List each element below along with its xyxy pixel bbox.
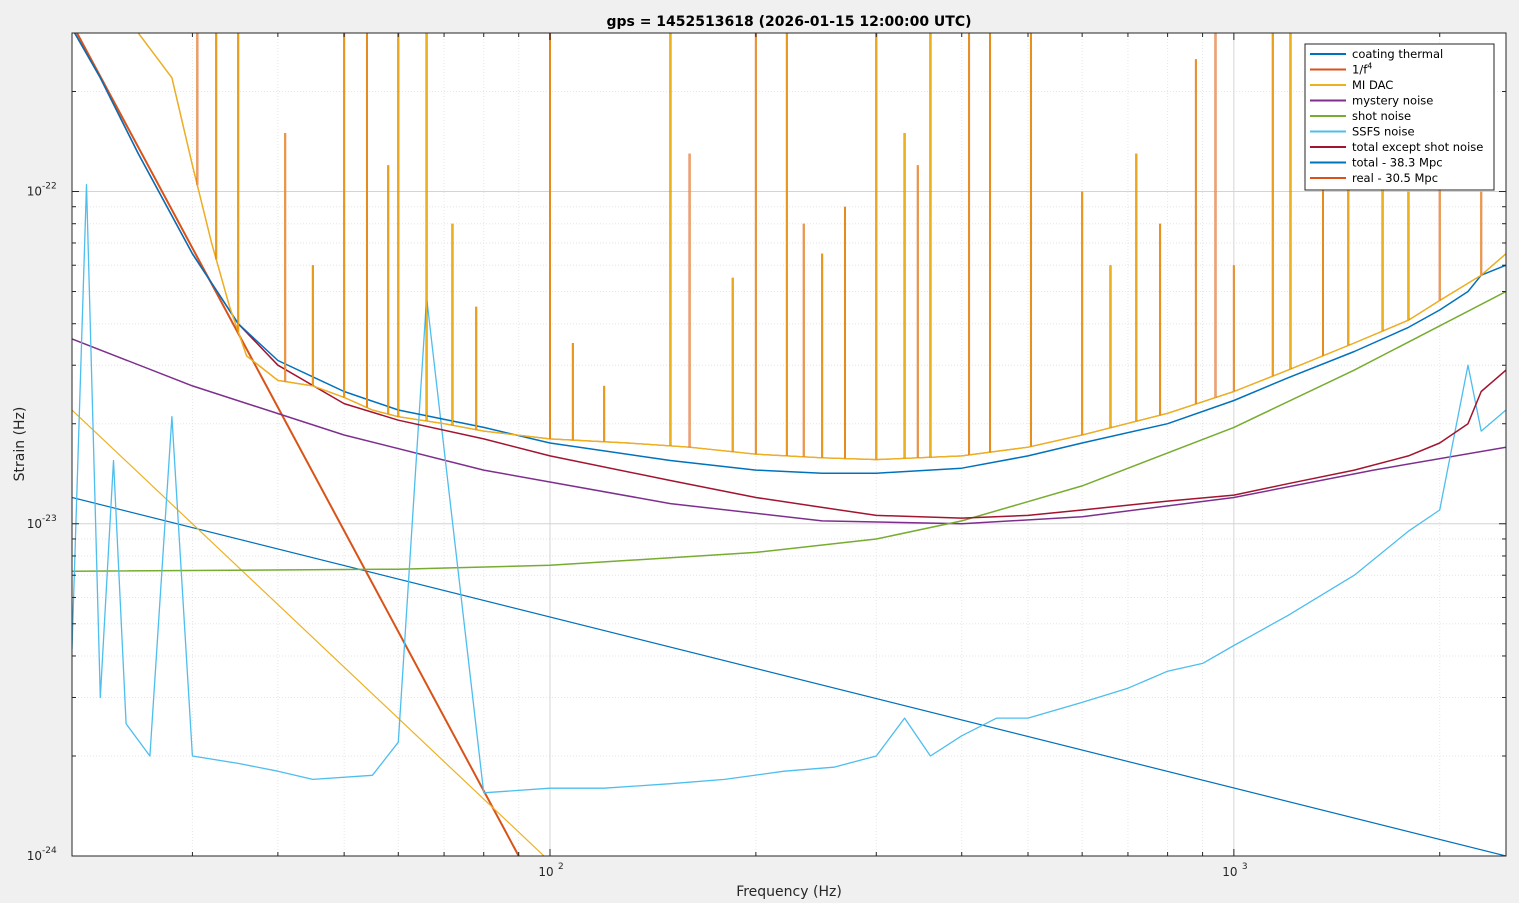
x-tick-label: 10 — [1222, 865, 1237, 879]
legend-label: SSFS noise — [1352, 125, 1415, 139]
y-tick-exponent: -22 — [42, 182, 57, 192]
series-total-38-3-mpc — [73, 33, 1506, 474]
series-mi-dac — [72, 409, 545, 856]
legend-label: mystery noise — [1352, 94, 1433, 108]
series-shot-noise — [72, 290, 1506, 572]
series-mi-dac-trace — [137, 33, 1506, 461]
y-axis-label: Strain (Hz) — [12, 407, 28, 482]
series-coating-thermal — [72, 496, 1506, 856]
plot-area — [72, 33, 1506, 856]
chart-title: gps = 1452513618 (2026-01-15 12:00:00 UT… — [606, 14, 971, 30]
y-tick-label: 10 — [27, 517, 42, 531]
x-tick-exponent: 3 — [1242, 862, 1248, 872]
legend-label: real - 30.5 Mpc — [1352, 171, 1438, 185]
y-tick-exponent: -23 — [42, 514, 57, 524]
legend-label: coating thermal — [1352, 47, 1443, 61]
series-1-f — [75, 33, 520, 856]
x-tick-labels: 10 2 10 3 — [538, 862, 1247, 879]
x-tick-exponent: 2 — [558, 862, 564, 872]
x-tick-label: 10 — [538, 865, 553, 879]
series-ssfs-noise — [72, 183, 1506, 794]
tick-marks — [71, 32, 1506, 857]
legend-label: shot noise — [1352, 109, 1411, 123]
y-tick-exponent: -24 — [42, 846, 57, 856]
axes-box — [71, 32, 1507, 857]
series-mystery-noise — [72, 338, 1506, 525]
y-tick-label: 10 — [27, 185, 42, 199]
x-axis-label: Frequency (Hz) — [736, 884, 842, 900]
minor-grid — [71, 32, 1506, 856]
legend-label: total - 38.3 Mpc — [1352, 156, 1443, 170]
legend-label: total except shot noise — [1352, 140, 1483, 154]
legend-label: MI DAC — [1352, 78, 1393, 92]
y-tick-label: 10 — [27, 849, 42, 863]
